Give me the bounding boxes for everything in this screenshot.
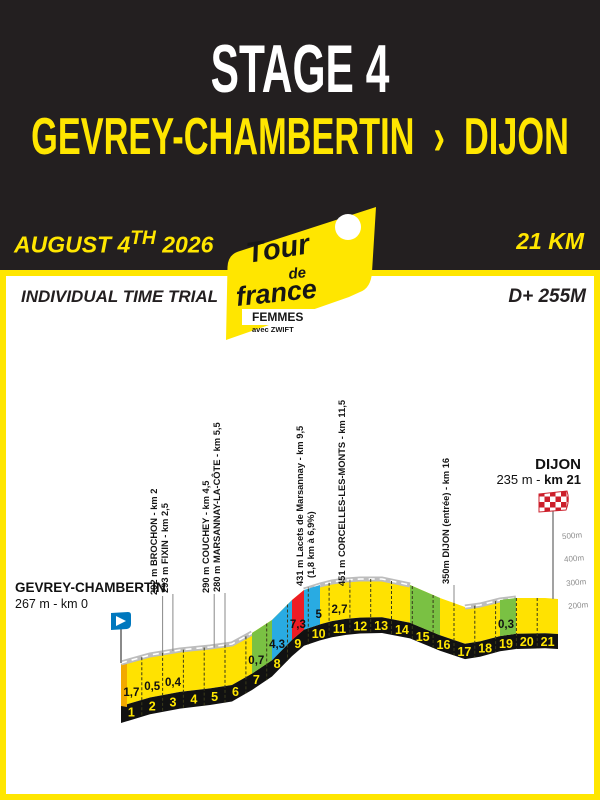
svg-text:15: 15 xyxy=(416,630,430,644)
svg-text:17: 17 xyxy=(457,645,471,659)
svg-text:2: 2 xyxy=(149,700,156,714)
svg-text:12: 12 xyxy=(353,620,367,634)
svg-text:7: 7 xyxy=(253,673,260,687)
svg-text:267 m - km 0: 267 m - km 0 xyxy=(15,597,88,611)
svg-text:5: 5 xyxy=(315,609,322,621)
svg-text:(1,8 km à 6,9%): (1,8 km à 6,9%) xyxy=(306,511,316,578)
svg-text:0,7: 0,7 xyxy=(248,655,264,667)
svg-text:4: 4 xyxy=(190,693,197,707)
svg-text:FEMMES: FEMMES xyxy=(252,310,303,324)
svg-text:300m: 300m xyxy=(566,577,587,588)
svg-text:14: 14 xyxy=(395,623,409,637)
svg-text:7,3: 7,3 xyxy=(290,619,306,631)
svg-text:280 m MARSANNAY-LA-CÔTE - km 5: 280 m MARSANNAY-LA-CÔTE - km 5,5 xyxy=(211,422,222,592)
svg-text:8: 8 xyxy=(274,657,281,671)
svg-text:18: 18 xyxy=(478,642,492,656)
svg-text:0,5: 0,5 xyxy=(144,681,161,693)
svg-text:0,4: 0,4 xyxy=(165,677,182,689)
svg-text:20: 20 xyxy=(520,635,534,649)
svg-text:431 m Lacets de Marsannay - km: 431 m Lacets de Marsannay - km 9,5 xyxy=(295,426,305,586)
svg-text:500m: 500m xyxy=(562,530,583,541)
svg-text:21: 21 xyxy=(541,635,555,649)
svg-text:0,3: 0,3 xyxy=(498,619,514,631)
svg-text:4,3: 4,3 xyxy=(269,639,285,651)
svg-text:200m: 200m xyxy=(568,600,589,611)
svg-text:350m DIJON (entrée) - km 16: 350m DIJON (entrée) - km 16 xyxy=(441,458,451,584)
svg-text:GEVREY-CHAMBERTIN: GEVREY-CHAMBERTIN xyxy=(15,580,166,595)
svg-text:3: 3 xyxy=(170,696,177,710)
svg-text:avec ZWIFT: avec ZWIFT xyxy=(252,325,294,334)
svg-text:1,7: 1,7 xyxy=(123,687,139,699)
svg-text:13: 13 xyxy=(374,619,388,633)
svg-text:DIJON: DIJON xyxy=(535,456,581,473)
svg-text:400m: 400m xyxy=(564,553,585,564)
svg-text:10: 10 xyxy=(312,627,326,641)
svg-text:19: 19 xyxy=(499,637,513,651)
svg-text:11: 11 xyxy=(333,622,346,636)
svg-text:9: 9 xyxy=(294,637,301,651)
svg-text:235 m - km 21: 235 m - km 21 xyxy=(496,472,581,487)
svg-text:6: 6 xyxy=(232,685,239,699)
svg-text:451 m CORCELLES-LES-MONTS - km: 451 m CORCELLES-LES-MONTS - km 11,5 xyxy=(337,400,347,586)
svg-text:5: 5 xyxy=(211,690,218,704)
svg-text:2,7: 2,7 xyxy=(332,604,348,616)
svg-text:290 m COUCHEY - km 4,5: 290 m COUCHEY - km 4,5 xyxy=(201,481,211,593)
svg-text:16: 16 xyxy=(437,638,451,652)
svg-text:1: 1 xyxy=(128,705,135,719)
